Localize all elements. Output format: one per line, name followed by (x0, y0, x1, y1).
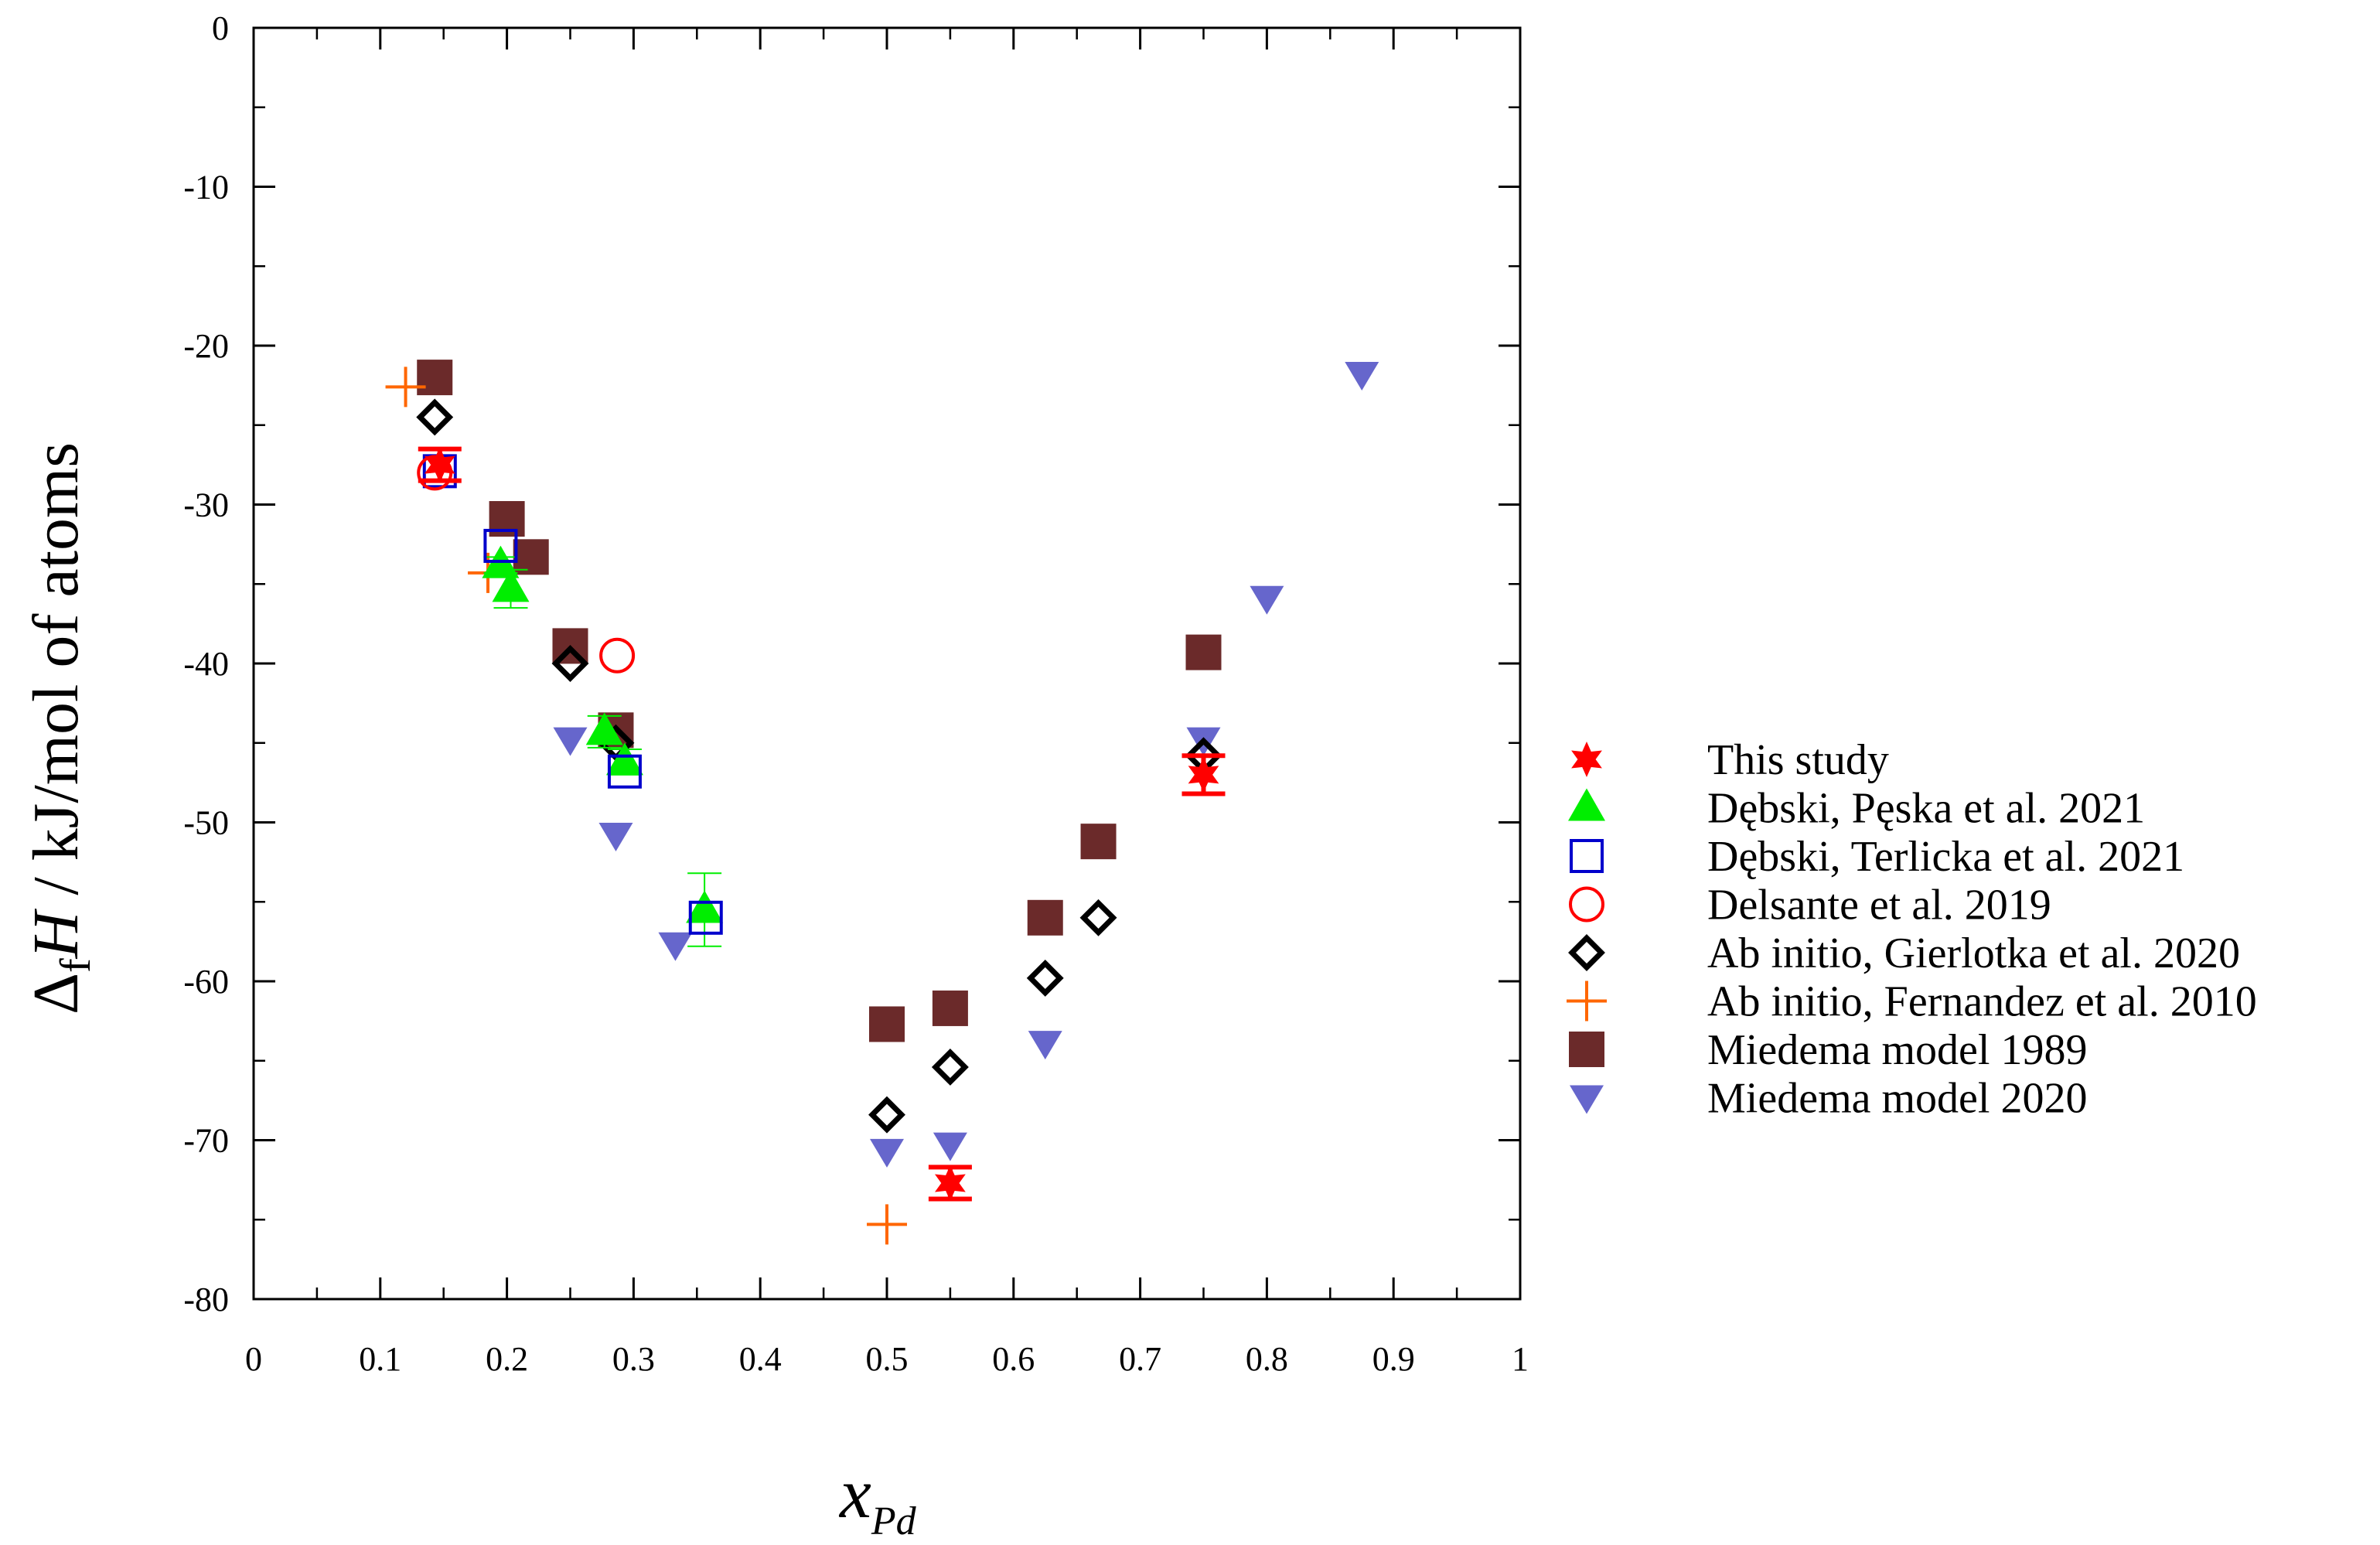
series-ab-initio-gierlotka-et-al-2020 (416, 398, 1222, 1134)
data-point (605, 742, 643, 776)
y-axis-title-variable: H (20, 908, 92, 959)
data-point (551, 645, 589, 682)
data-point (1027, 899, 1063, 936)
data-point (1079, 899, 1117, 936)
data-point (424, 447, 455, 483)
plot-frame (252, 26, 1522, 1301)
data-point (1345, 361, 1379, 391)
y-tick-label: -30 (183, 486, 229, 524)
data-point (686, 890, 724, 923)
y-axis-title-prefix: Δ (20, 973, 92, 1015)
series-miedema-model-2020 (553, 361, 1379, 1168)
series-d-bski-terlicka-et-al-2021 (422, 454, 723, 935)
x-tick-label: 0.7 (1119, 1340, 1161, 1378)
axes: 0 0.1 0.2 0.3 0.4 0.5 0.6 0.7 0.8 0.9 1 0 -10 -20 -30 -… (183, 9, 1529, 1378)
data-point (870, 1138, 904, 1168)
series-ab-initio-fernandez-et-al-2010 (385, 367, 907, 1245)
legend-marker-miedema-model-1989 (1569, 1032, 1604, 1067)
x-tick-label: 0.4 (739, 1340, 782, 1378)
series-miedema-model-1989 (417, 360, 1222, 1042)
y-tick-label: -50 (183, 804, 229, 842)
data-point (932, 990, 968, 1026)
data-point (553, 727, 588, 756)
data-points (385, 360, 1379, 1245)
x-tick-label: 0.1 (359, 1340, 401, 1378)
y-tick-label: -70 (183, 1122, 229, 1160)
legend-label-miedema-model-1989: Miedema model 1989 (1707, 1026, 2087, 1074)
data-point (513, 539, 549, 575)
data-point (1028, 1031, 1062, 1060)
x-tick-label: 0.5 (866, 1340, 909, 1378)
data-point (416, 398, 454, 436)
x-tick-label: 0.3 (612, 1340, 655, 1378)
data-point (385, 367, 426, 408)
y-tick-label: -60 (183, 963, 229, 1001)
legend-marker-delsante-et-al-2019 (1569, 886, 1604, 923)
series-d-bski-p-ska-et-al-2021 (482, 545, 724, 947)
y-tick-label: 0 (212, 9, 229, 47)
x-tick-label: 1 (1512, 1340, 1529, 1378)
data-point (869, 1006, 905, 1042)
x-tick-label: 0.9 (1372, 1340, 1415, 1378)
y-axis-title-subscript: f (52, 958, 100, 973)
x-tick-label: 0.2 (486, 1340, 528, 1378)
data-point (688, 900, 723, 935)
legend-label-delsante-et-al-2019: Delsante et al. 2019 (1707, 882, 2051, 929)
data-point (417, 360, 453, 396)
legend-marker-d-bski-terlicka-et-al-2021 (1570, 839, 1604, 873)
legend-marker-this-study (1571, 742, 1602, 777)
x-tick-label: 0 (245, 1340, 262, 1378)
legend-label-d-bski-terlicka-et-al-2021: Dębski, Terlicka et al. 2021 (1707, 833, 2184, 881)
legend-marker-ab-initio-fernandez-et-al-2010 (1567, 981, 1607, 1021)
y-tick-label: -10 (183, 169, 229, 206)
y-tick-label: -20 (183, 327, 229, 365)
data-point (483, 528, 518, 563)
x-axis-title-main: x (838, 1454, 871, 1533)
legend-label-this-study: This study (1707, 736, 1889, 784)
x-axis-title-subscript: Pd (871, 1499, 917, 1543)
data-point (1250, 585, 1284, 615)
y-axis-title-rest: / kJ/mol of atoms (20, 442, 92, 912)
data-point (607, 754, 642, 789)
svg-text:xPd: xPd (838, 1454, 917, 1543)
y-tick-label: -80 (183, 1281, 229, 1318)
series-this-study (418, 446, 1226, 1202)
x-tick-label: 0.8 (1246, 1340, 1288, 1378)
legend-marker-ab-initio-gierlotka-et-al-2020 (1568, 934, 1605, 971)
y-tick-label: -40 (183, 645, 229, 683)
legend-label-ab-initio-fernandez-et-al-2010: Ab initio, Fernandez et al. 2010 (1707, 978, 2257, 1026)
legend-label-d-bski-p-ska-et-al-2021: Dębski, Pęska et al. 2021 (1707, 785, 2145, 833)
data-point (868, 1096, 905, 1134)
data-point (658, 932, 693, 961)
data-point (585, 712, 623, 745)
legend-marker-d-bski-p-ska-et-al-2021 (1568, 788, 1605, 821)
legend-label-ab-initio-gierlotka-et-al-2020: Ab initio, Gierlotka et al. 2020 (1707, 929, 2240, 977)
svg-text:ΔfH / kJ/mol of atoms: ΔfH / kJ/mol of atoms (20, 442, 100, 1015)
data-point (1185, 634, 1222, 670)
data-point (931, 1049, 969, 1086)
x-axis-title: xPd (838, 1454, 917, 1543)
legend-marker-miedema-model-2020 (1570, 1085, 1604, 1114)
data-point (935, 1165, 966, 1201)
legend-label-miedema-model-2020: Miedema model 2020 (1707, 1075, 2087, 1123)
data-point (1188, 756, 1219, 793)
data-point (867, 1204, 907, 1245)
data-point (599, 637, 636, 674)
x-tick-label: 0.6 (992, 1340, 1035, 1378)
data-point (492, 569, 530, 602)
data-point (933, 1132, 967, 1161)
y-axis-title: ΔfH / kJ/mol of atoms (20, 442, 100, 1015)
data-point (1080, 824, 1117, 860)
data-point (598, 822, 633, 851)
data-point (1026, 959, 1064, 997)
